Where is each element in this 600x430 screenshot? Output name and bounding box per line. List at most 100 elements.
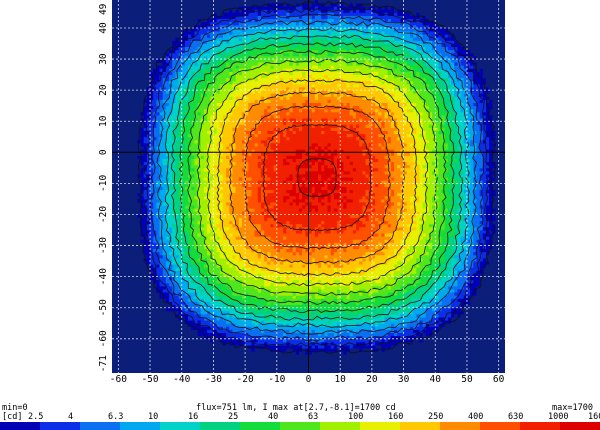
heatmap-cell [115,87,119,91]
heatmap-cell [131,186,135,191]
heatmap-cell [127,317,132,321]
heatmap-cell [156,102,160,107]
heatmap-cell [127,242,132,246]
heatmap-cell [162,345,167,349]
heatmap-cell [127,68,132,72]
heatmap-cell [235,214,240,218]
heatmap-cell [235,27,240,32]
heatmap-cell [121,335,126,340]
heatmap-cell [194,80,198,85]
heatmap-cell [146,198,151,203]
heatmap-cell [169,74,173,79]
heatmap-cell [172,130,176,135]
heatmap-cell [131,220,135,225]
heatmap-cell [181,214,186,218]
heatmap-cell [200,220,205,225]
heatmap-cell [162,174,167,178]
heatmap-cell [156,18,160,23]
heatmap-cell [178,354,183,358]
heatmap-cell [232,59,237,63]
heatmap-cell [213,164,217,169]
heatmap-cell [118,0,122,4]
heatmap-cell [121,130,126,135]
heatmap-cell [118,295,122,299]
heatmap-cell [162,62,167,66]
heatmap-cell [156,0,160,4]
heatmap-cell [150,170,154,175]
heatmap-cell [184,192,189,197]
heatmap-cell [112,71,116,75]
heatmap-cell [124,323,129,327]
heatmap-cell [213,43,217,48]
heatmap-cell [156,335,160,340]
heatmap-cell [194,202,198,206]
heatmap-cell [127,146,132,150]
heatmap-cell [178,34,183,38]
heatmap-cell [181,83,186,88]
heatmap-cell [178,3,183,7]
heatmap-cell [222,77,227,82]
heatmap-cell [118,161,122,166]
heatmap-cell [219,223,224,228]
heatmap-cell [121,273,126,278]
heatmap-cell [137,366,141,371]
heatmap-cell [203,214,208,218]
heatmap-cell [238,31,243,35]
heatmap-cell [191,0,195,4]
heatmap-cell [191,289,195,293]
heatmap-cell [219,3,224,7]
heatmap-cell [124,248,129,253]
heatmap-cell [115,192,119,197]
heatmap-cell [137,146,141,150]
heatmap-cell [197,3,202,7]
heatmap-cell [112,295,116,299]
heatmap-cell [191,3,195,7]
heatmap-cell [127,341,132,346]
heatmap-cell [153,49,157,54]
heatmap-cell [162,177,167,181]
heatmap-cell [172,323,176,327]
heatmap-cell [203,46,208,51]
heatmap-cell [137,345,141,349]
heatmap-cell [131,254,135,259]
heatmap-cell [165,12,170,16]
heatmap-cell [200,270,205,274]
heatmap-cell [118,326,122,330]
heatmap-cell [200,310,205,315]
heatmap-cell [238,124,243,128]
heatmap-cell [127,52,132,57]
heatmap-cell [229,279,233,284]
heatmap-cell [172,177,176,181]
heatmap-cell [124,139,129,144]
heatmap-cell [238,341,243,346]
heatmap-cell [181,257,186,262]
heatmap-cell [159,198,164,203]
heatmap-cell [156,310,160,315]
heatmap-cell [131,93,135,97]
heatmap-cell [191,161,195,166]
heatmap-cell [216,348,221,352]
heatmap-cell [229,276,233,281]
heatmap-cell [226,261,230,265]
heatmap-cell [131,108,135,113]
heatmap-cell [121,87,126,91]
heatmap-cell [134,282,138,287]
heatmap-cell [241,282,246,287]
heatmap-cell [184,96,189,100]
heatmap-cell [162,93,167,97]
heatmap-cell [191,37,195,41]
heatmap-cell [238,257,243,262]
heatmap-cell [191,245,195,250]
heatmap-cell [241,155,246,159]
heatmap-cell [213,245,217,250]
heatmap-cell [197,289,202,293]
heatmap-cell [115,338,119,343]
heatmap-cell [118,329,122,333]
heatmap-cell [112,170,116,175]
heatmap-cell [153,304,157,309]
heatmap-cell [178,202,183,206]
heatmap-cell [159,332,164,337]
heatmap-cell [140,301,145,306]
heatmap-cell [121,242,126,246]
heatmap-cell [156,326,160,330]
